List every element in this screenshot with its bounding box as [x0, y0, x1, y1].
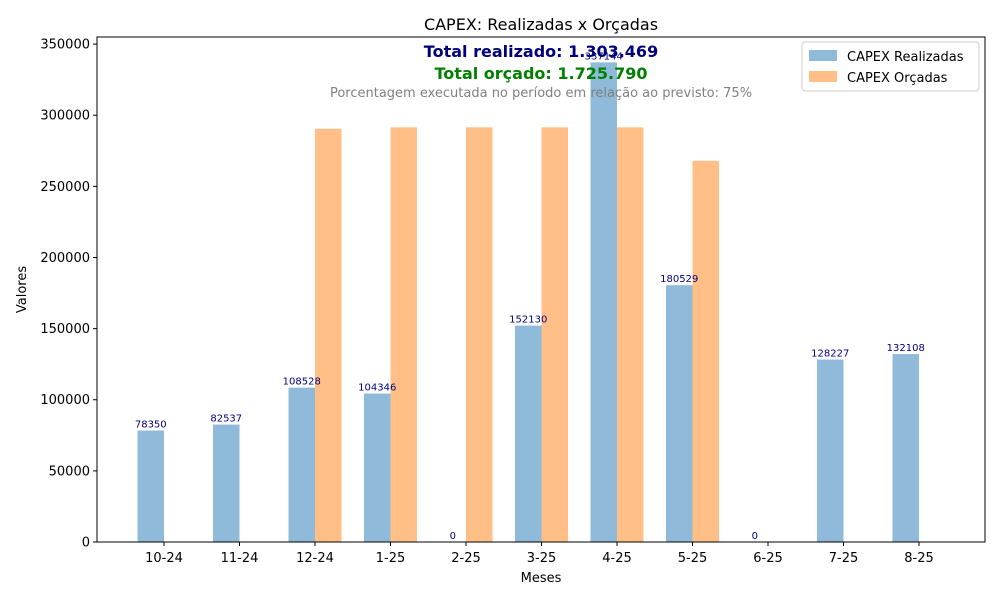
bar-realizadas [515, 325, 542, 542]
total-realizado-annotation: Total realizado: 1.303.469 [424, 42, 658, 61]
bar-realizadas [817, 359, 844, 542]
data-label-realizadas: 128227 [811, 349, 849, 360]
x-tick-label: 1-25 [376, 551, 406, 566]
bar-orcadas [466, 127, 493, 542]
x-tick-label: 2-25 [451, 551, 481, 566]
data-label-realizadas: 180529 [660, 274, 698, 285]
legend-swatch-realizadas [809, 50, 837, 61]
data-label-realizadas: 78350 [135, 420, 167, 431]
bar-realizadas [590, 62, 617, 543]
bar-realizadas [364, 393, 391, 542]
percentage-annotation: Porcentagem executada no período em rela… [330, 86, 752, 101]
y-tick-label: 0 [82, 536, 90, 551]
y-tick-label: 250000 [40, 180, 90, 195]
x-tick-label: 4-25 [602, 551, 632, 566]
bars-layer [137, 62, 919, 543]
y-tick-label: 150000 [40, 322, 90, 337]
bar-orcadas [617, 127, 644, 542]
bar-orcadas [692, 160, 719, 542]
x-tick-label: 10-24 [145, 551, 183, 566]
data-label-realizadas: 104346 [358, 383, 396, 394]
legend-frame [801, 41, 980, 92]
data-label-realizadas: 152130 [509, 315, 547, 326]
bar-orcadas [315, 128, 342, 542]
x-axis: 10-24 11-24 12-24 1-25 2-25 3-25 4-25 5-25 6-25 7… [145, 542, 934, 566]
bar-orcadas [541, 127, 568, 542]
x-tick-label: 7-25 [829, 551, 859, 566]
y-tick-label: 200000 [40, 251, 90, 266]
bar-realizadas [137, 430, 164, 542]
data-label-realizadas: 132108 [887, 343, 925, 354]
y-tick-label: 300000 [40, 109, 90, 124]
x-tick-label: 11-24 [221, 551, 259, 566]
legend: CAPEX Realizadas CAPEX Orçadas [801, 41, 980, 92]
data-label-realizadas: 0 [450, 531, 456, 542]
bar-realizadas [288, 387, 315, 542]
bar-realizadas [213, 424, 240, 542]
y-tick-label: 350000 [40, 38, 90, 53]
data-label-realizadas: 108528 [283, 377, 321, 388]
y-axis-label: Valores [15, 266, 30, 313]
bar-realizadas [666, 285, 693, 542]
legend-label-orcadas: CAPEX Orçadas [847, 71, 948, 86]
x-tick-label: 3-25 [527, 551, 557, 566]
legend-label-realizadas: CAPEX Realizadas [847, 50, 964, 65]
x-axis-label: Meses [521, 571, 562, 586]
total-orcado-annotation: Total orçado: 1.725.790 [435, 64, 648, 83]
x-tick-label: 12-24 [296, 551, 334, 566]
y-tick-label: 100000 [40, 393, 90, 408]
y-axis: 0 50000 100000 150000 200000 250000 300000 3500… [40, 38, 97, 551]
bar-realizadas [892, 354, 919, 542]
x-tick-label: 8-25 [904, 551, 934, 566]
x-tick-label: 5-25 [678, 551, 708, 566]
data-label-realizadas: 82537 [210, 414, 242, 425]
x-tick-label: 6-25 [753, 551, 783, 566]
y-tick-label: 50000 [49, 464, 90, 479]
data-label-realizadas: 337144 [585, 51, 623, 62]
legend-swatch-orcadas [809, 71, 837, 82]
bar-orcadas [390, 127, 417, 542]
data-labels-layer: 78350 82537 108528 104346 0 152130 337144 18052… [135, 51, 925, 542]
data-label-realizadas: 0 [752, 531, 758, 542]
chart-title: CAPEX: Realizadas x Orçadas [424, 15, 658, 34]
